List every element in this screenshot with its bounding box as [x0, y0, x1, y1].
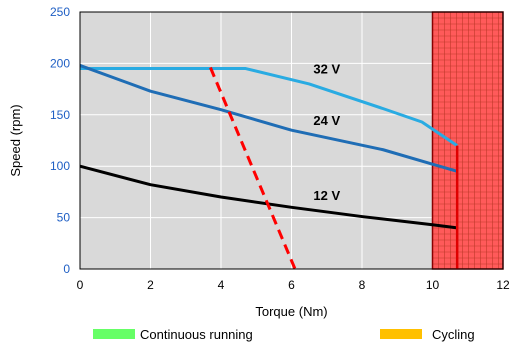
y-tick-label: 0 [63, 262, 70, 276]
x-tick-labels: 0 2 4 6 8 10 12 [77, 278, 510, 292]
series-label-0: 32 V [313, 62, 340, 77]
x-axis-title: Torque (Nm) [255, 304, 327, 319]
x-tick-label: 2 [147, 278, 154, 292]
plot-frame [79, 11, 504, 270]
y-tick-label: 200 [50, 56, 70, 70]
series-line-1 [79, 64, 458, 173]
x-tick-label: 12 [496, 278, 510, 292]
y-tick-labels: 0 50 100 150 200 250 [50, 5, 70, 276]
y-tick-label: 250 [50, 5, 70, 19]
x-tick-label: 8 [359, 278, 366, 292]
x-tick-label: 0 [77, 278, 84, 292]
x-tick-label: 6 [288, 278, 295, 292]
y-tick-label: 100 [50, 159, 70, 173]
cycling-region [431, 11, 504, 270]
series-line-0 [80, 67, 459, 147]
series-label-2: 12 V [313, 188, 340, 203]
y-tick-label: 150 [50, 108, 70, 122]
series-lines [79, 64, 459, 230]
legend-label-continuous: Continuous running [140, 327, 253, 342]
x-tick-label: 4 [218, 278, 225, 292]
y-tick-label: 50 [57, 211, 71, 225]
x-tick-label: 10 [426, 278, 440, 292]
series-label-1: 24 V [313, 113, 340, 128]
legend-swatch-cycling [380, 329, 422, 339]
series-labels: 32 V 24 V 12 V [313, 62, 340, 203]
legend: Continuous running Cycling [93, 327, 475, 342]
legend-label-cycling: Cycling [432, 327, 475, 342]
limit-lines [209, 66, 459, 270]
limit-dashed-line [209, 66, 297, 270]
y-axis-title: Speed (rpm) [8, 104, 23, 176]
series-line-2 [79, 164, 458, 230]
legend-swatch-continuous [93, 329, 135, 339]
